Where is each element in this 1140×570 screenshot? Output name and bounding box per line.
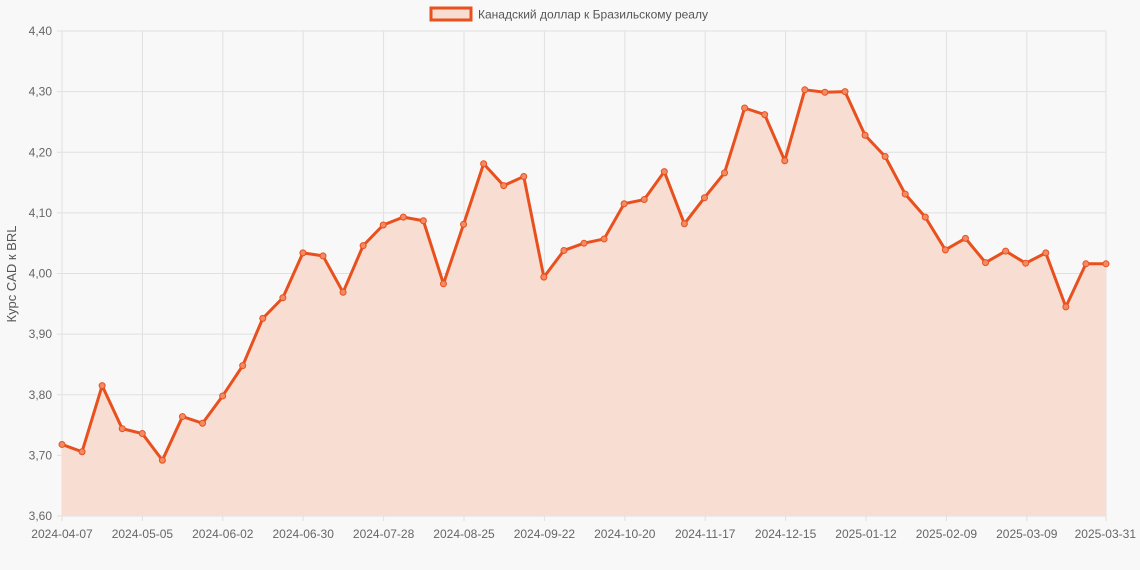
data-point[interactable] xyxy=(560,246,568,254)
data-point[interactable] xyxy=(901,190,909,198)
data-point[interactable] xyxy=(861,131,869,139)
data-point[interactable] xyxy=(1062,303,1070,311)
x-tick-label: 2025-02-09 xyxy=(916,527,978,541)
data-point[interactable] xyxy=(138,430,146,438)
legend[interactable]: Канадский доллар к Бразильскому реалу xyxy=(429,6,708,22)
data-point[interactable] xyxy=(399,213,407,221)
legend-label: Канадский доллар к Бразильскому реалу xyxy=(478,8,708,22)
data-point[interactable] xyxy=(98,382,106,390)
data-point[interactable] xyxy=(118,425,126,433)
x-tick-label: 2024-09-22 xyxy=(514,527,576,541)
data-point[interactable] xyxy=(1022,259,1030,267)
y-tick-label: 3,70 xyxy=(29,448,53,462)
x-tick-label: 2024-05-05 xyxy=(112,527,174,541)
x-tick-label: 2024-11-17 xyxy=(675,527,736,541)
data-point[interactable] xyxy=(1002,247,1010,255)
data-point[interactable] xyxy=(259,314,267,322)
data-point[interactable] xyxy=(700,194,708,202)
data-point[interactable] xyxy=(941,246,949,254)
y-tick-label: 4,30 xyxy=(29,85,53,99)
data-point[interactable] xyxy=(480,160,488,168)
data-point[interactable] xyxy=(580,239,588,247)
data-point[interactable] xyxy=(921,213,929,221)
data-point[interactable] xyxy=(600,235,608,243)
data-point[interactable] xyxy=(339,288,347,296)
data-point[interactable] xyxy=(741,104,749,112)
data-point[interactable] xyxy=(439,280,447,288)
data-point[interactable] xyxy=(359,242,367,250)
data-point[interactable] xyxy=(58,440,66,448)
y-tick-label: 3,80 xyxy=(29,388,53,402)
data-point[interactable] xyxy=(419,217,427,225)
data-point[interactable] xyxy=(761,111,769,119)
data-point[interactable] xyxy=(1102,260,1110,268)
x-tick-label: 2025-03-09 xyxy=(996,527,1058,541)
y-axis-title: Курс CAD к BRL xyxy=(4,226,19,323)
x-tick-label: 2024-06-30 xyxy=(273,527,335,541)
x-tick-label: 2025-01-12 xyxy=(835,527,897,541)
y-tick-label: 4,10 xyxy=(29,206,53,220)
data-point[interactable] xyxy=(319,252,327,260)
data-point[interactable] xyxy=(781,157,789,165)
data-point[interactable] xyxy=(78,448,86,456)
data-point[interactable] xyxy=(1042,249,1050,257)
data-point[interactable] xyxy=(279,294,287,302)
data-point[interactable] xyxy=(841,88,849,96)
x-tick-label: 2025-03-31 xyxy=(1075,527,1137,541)
data-point[interactable] xyxy=(680,220,688,228)
data-point[interactable] xyxy=(961,234,969,242)
data-point[interactable] xyxy=(821,88,829,96)
data-point[interactable] xyxy=(178,413,186,421)
y-tick-label: 4,00 xyxy=(29,267,53,281)
x-tick-label: 2024-10-20 xyxy=(594,527,656,541)
data-point[interactable] xyxy=(1082,260,1090,268)
series-area xyxy=(62,89,1106,516)
data-point[interactable] xyxy=(199,419,207,427)
data-point[interactable] xyxy=(721,169,729,177)
data-point[interactable] xyxy=(219,392,227,400)
data-point[interactable] xyxy=(239,362,247,370)
data-point[interactable] xyxy=(158,456,166,464)
area-fill-layer xyxy=(62,89,1106,516)
y-axis-ticks: 3,60 3,70 3,80 3,90 4,00 4,10 4,20 4,30 4,40 xyxy=(29,24,53,523)
data-point[interactable] xyxy=(640,196,648,204)
data-point[interactable] xyxy=(540,273,548,281)
data-point[interactable] xyxy=(660,168,668,176)
data-point[interactable] xyxy=(460,220,468,228)
data-point[interactable] xyxy=(299,249,307,257)
y-tick-label: 3,60 xyxy=(29,509,53,523)
data-point[interactable] xyxy=(620,200,628,208)
x-tick-label: 2024-04-07 xyxy=(31,527,93,541)
x-tick-label: 2024-12-15 xyxy=(755,527,817,541)
x-axis-ticks: 2024-04-07 2024-05-05 2024-06-02 2024-06-30… xyxy=(31,527,1136,541)
x-tick-label: 2024-07-28 xyxy=(353,527,415,541)
data-point[interactable] xyxy=(520,173,528,180)
data-point[interactable] xyxy=(801,86,809,94)
data-points xyxy=(58,86,1110,464)
data-point[interactable] xyxy=(982,259,990,267)
data-point[interactable] xyxy=(379,221,387,229)
y-tick-label: 4,40 xyxy=(29,24,53,38)
data-point[interactable] xyxy=(500,182,508,190)
x-tick-label: 2024-06-02 xyxy=(192,527,254,541)
y-tick-label: 3,90 xyxy=(29,327,53,341)
x-tick-label: 2024-08-25 xyxy=(433,527,495,541)
data-point[interactable] xyxy=(881,152,889,160)
y-tick-label: 4,20 xyxy=(29,145,53,159)
legend-swatch xyxy=(429,6,473,22)
